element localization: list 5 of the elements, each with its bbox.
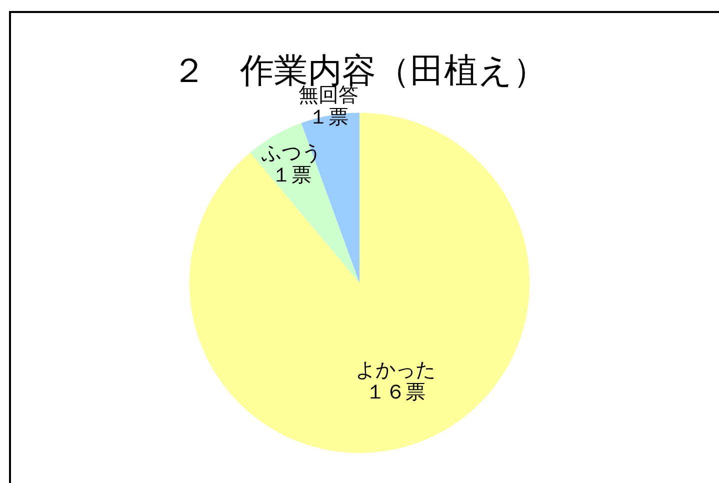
data-label: １６票 [366,382,426,404]
data-label: １票 [271,164,312,187]
slice-label: ふつう [260,142,322,165]
slice-label: よかった [356,360,436,382]
data-label: １票 [308,106,348,129]
